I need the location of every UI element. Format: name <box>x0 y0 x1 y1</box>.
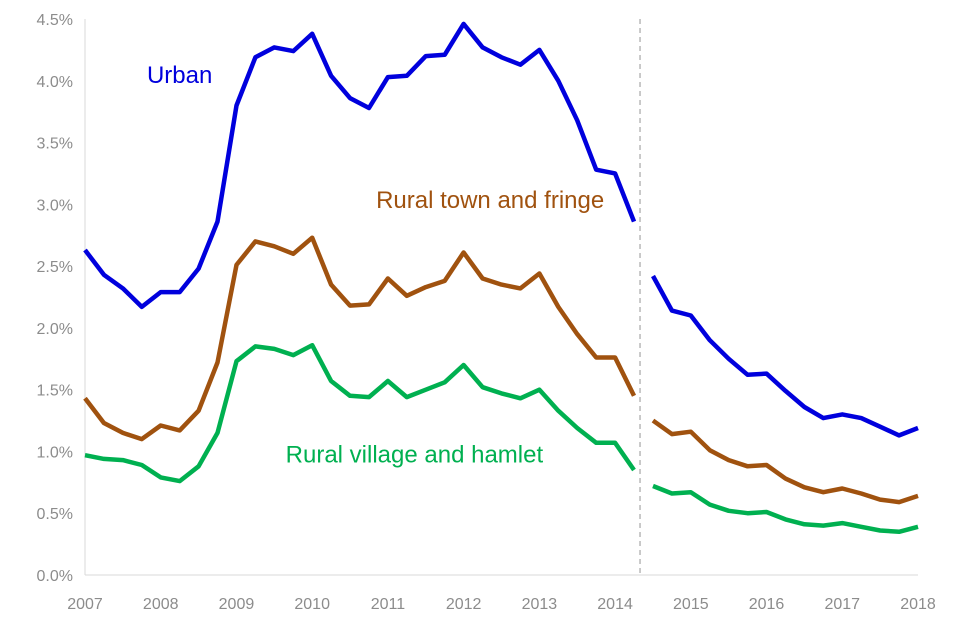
y-tick-label: 4.5% <box>37 12 73 29</box>
x-tick-label: 2018 <box>900 596 936 613</box>
x-tick-label: 2011 <box>371 596 406 613</box>
x-tick-label: 2016 <box>749 596 785 613</box>
series-label: Rural village and hamlet <box>286 442 544 469</box>
series-line-2-segment-1 <box>652 483 919 535</box>
y-tick-label: 2.0% <box>37 321 73 338</box>
series-line-1-segment-0 <box>83 235 637 442</box>
x-tick-label: 2017 <box>824 596 860 613</box>
axes-layer: 0.0% 0.5% 1.0% 1.5% 2.0% 2.5% 3.0% 3.5% 4.0% 4.5%… <box>37 12 936 613</box>
series-line-1-segment-1 <box>651 418 919 505</box>
series-labels-layer: Urban Rural town and fringe Rural village … <box>147 62 604 468</box>
x-tick-label: 2007 <box>67 596 103 613</box>
series-label: Urban <box>147 62 212 89</box>
series-line-0-segment-1 <box>651 274 919 438</box>
x-tick-label: 2008 <box>143 596 179 613</box>
x-tick-label: 2010 <box>294 596 330 613</box>
x-tick-label: 2009 <box>219 596 255 613</box>
x-tick-label: 2015 <box>673 596 709 613</box>
y-tick-label: 1.5% <box>37 383 73 400</box>
x-tick-label: 2013 <box>522 596 558 613</box>
x-tick-label: 2014 <box>597 596 633 613</box>
y-tick-label: 2.5% <box>37 259 73 276</box>
series-line-0-segment-0 <box>83 21 637 310</box>
y-tick-label: 4.0% <box>37 74 73 91</box>
y-tick-label: 3.0% <box>37 197 73 214</box>
x-tick-label: 2012 <box>446 596 482 613</box>
y-tick-label: 1.0% <box>37 444 73 461</box>
series-line-2-segment-0 <box>84 342 636 484</box>
y-tick-label: 0.5% <box>37 506 73 523</box>
series-lines-layer <box>83 21 919 535</box>
y-tick-label: 3.5% <box>37 136 73 153</box>
y-tick-label: 0.0% <box>37 568 73 585</box>
series-label: Rural town and fringe <box>376 187 604 214</box>
